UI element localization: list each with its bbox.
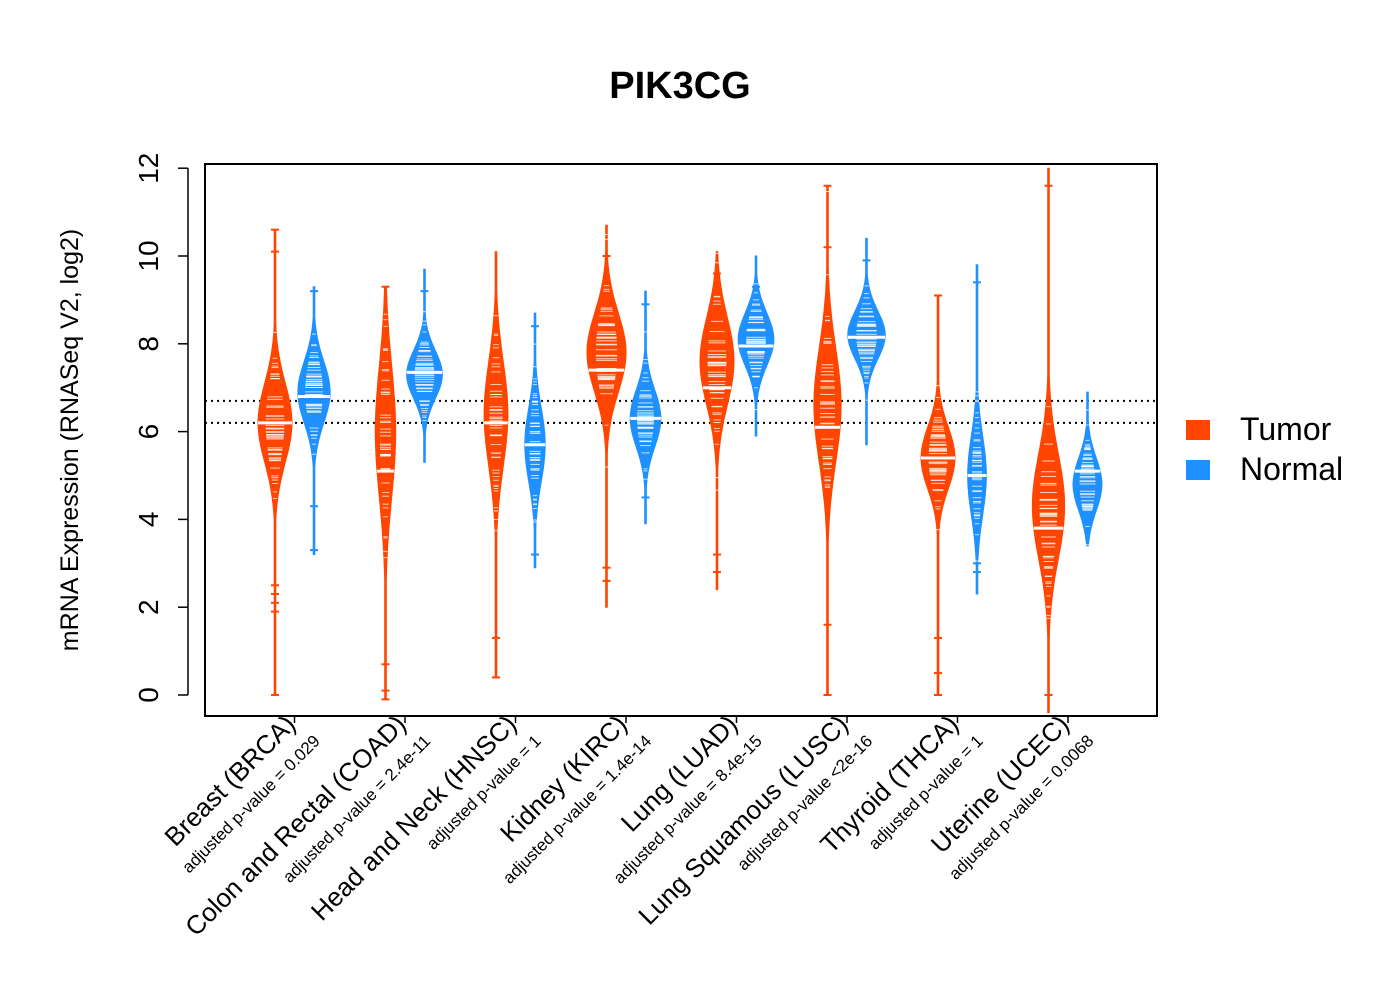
violin-tumor-uterine-ucec-density [1031, 167, 1066, 714]
y-tick-label-0: 0 [133, 687, 164, 703]
violin-normal-breast-brca-samples [305, 333, 323, 455]
violin-normal-lung-luad [737, 255, 775, 437]
violin-tumor-lung-squamous-lusc [813, 184, 842, 696]
violin-normal-thyroid-thca [967, 264, 987, 595]
violin-tumor-lung-squamous-lusc-samples [820, 191, 835, 488]
violin-tumor-thyroid-thca-density [920, 295, 956, 696]
y-tick-label-6: 6 [133, 424, 164, 440]
violin-tumor-lung-luad-density [699, 251, 735, 591]
y-tick-label-10: 10 [133, 240, 164, 271]
violin-normal-lung-squamous-lusc [847, 237, 886, 446]
violin-normal-lung-luad-samples [746, 283, 766, 411]
y-tick-label-2: 2 [133, 599, 164, 615]
y-tick-label-12: 12 [133, 153, 164, 184]
violin-tumor-kidney-kirc-density [586, 224, 627, 608]
violin-tumor-lung-luad [699, 251, 735, 591]
violin-normal-kidney-kirc-samples [637, 331, 654, 480]
plot-frame [204, 163, 1158, 717]
violin-normal-head-and-neck-hnsc-density [524, 312, 546, 569]
violin-tumor-head-and-neck-hnsc-density [483, 251, 509, 678]
y-tick-label-4: 4 [133, 512, 164, 528]
violin-normal-breast-brca [297, 286, 331, 555]
violin-tumor-breast-brca-samples [265, 331, 285, 500]
violin-tumor-thyroid-thca [920, 294, 956, 696]
plot-area [205, 167, 1157, 714]
violin-tumor-uterine-ucec-samples [1039, 406, 1058, 619]
violin-tumor-breast-brca [257, 228, 293, 696]
violin-normal-kidney-kirc [629, 290, 662, 525]
legend: Tumor Normal [1186, 411, 1343, 487]
legend-swatch-tumor [1186, 420, 1210, 440]
x-tick-label-colon-and-rectal-coad: Colon and Rectal (COAD) [179, 709, 412, 942]
violin-normal-uterine-ucec-samples [1079, 409, 1096, 546]
violin-tumor-colon-and-rectal-coad [374, 285, 397, 701]
y-axis-label: mRNA Expression (RNASeq V2, log2) [56, 229, 84, 651]
violin-normal-head-and-neck-hnsc [524, 312, 546, 569]
violin-normal-thyroid-thca-density [967, 264, 987, 595]
y-tick-label-8: 8 [133, 336, 164, 352]
x-axis-labels: Breast (BRCA)adjusted p-value = 0.029Col… [158, 709, 1097, 942]
legend-swatch-normal [1186, 460, 1210, 480]
violin-normal-colon-and-rectal-coad-density [406, 268, 443, 463]
violin-normal-colon-and-rectal-coad [406, 268, 443, 463]
violin-tumor-colon-and-rectal-coad-samples [379, 313, 392, 559]
legend-label-normal: Normal [1240, 451, 1343, 487]
violin-tumor-breast-brca-density [257, 229, 293, 696]
violin-normal-head-and-neck-hnsc-samples [529, 343, 541, 523]
violin-tumor-kidney-kirc [586, 224, 627, 608]
y-axis: 0 2 4 6 8 10 12 [133, 153, 1069, 723]
violin-tumor-uterine-ucec [1031, 167, 1066, 714]
violin-tumor-lung-squamous-lusc-density [813, 185, 842, 696]
chart-title: PIK3CG [609, 65, 750, 107]
violin-normal-uterine-ucec [1072, 391, 1103, 547]
violin-tumor-head-and-neck-hnsc [483, 251, 509, 679]
violin-normal-breast-brca-density [297, 286, 331, 555]
legend-label-tumor: Tumor [1240, 411, 1332, 447]
violin-normal-lung-squamous-lusc-samples [856, 285, 877, 401]
